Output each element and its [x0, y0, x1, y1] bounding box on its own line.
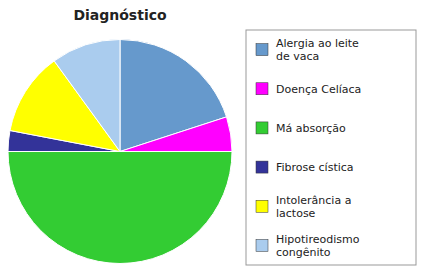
pie — [8, 40, 232, 264]
pie-slice — [54, 40, 120, 152]
legend-swatch — [256, 200, 268, 212]
legend-swatch — [256, 122, 268, 134]
legend-label: Doença Celíaca — [276, 83, 361, 96]
chart: Diagnóstico Alergia ao leitede vaca Doença… — [0, 0, 422, 273]
legend-label: Hipotireodismocongênito — [276, 233, 360, 259]
legend-label: Alergia ao leitede vaca — [276, 37, 359, 63]
legend-swatch — [256, 44, 268, 56]
title: Diagnóstico — [73, 7, 167, 23]
legend-swatch — [256, 239, 268, 251]
legend-label: Intolerância alactose — [276, 194, 351, 220]
pie-slice — [8, 152, 232, 264]
legend-swatch — [256, 83, 268, 95]
legend-box — [246, 30, 416, 265]
legend: Alergia ao leitede vaca Doença Celíaca Má … — [246, 30, 416, 265]
pie-slice — [120, 117, 232, 152]
legend-label: Má absorção — [276, 122, 346, 135]
legend-label: Fibrose cística — [276, 161, 354, 174]
legend-swatch — [256, 161, 268, 173]
